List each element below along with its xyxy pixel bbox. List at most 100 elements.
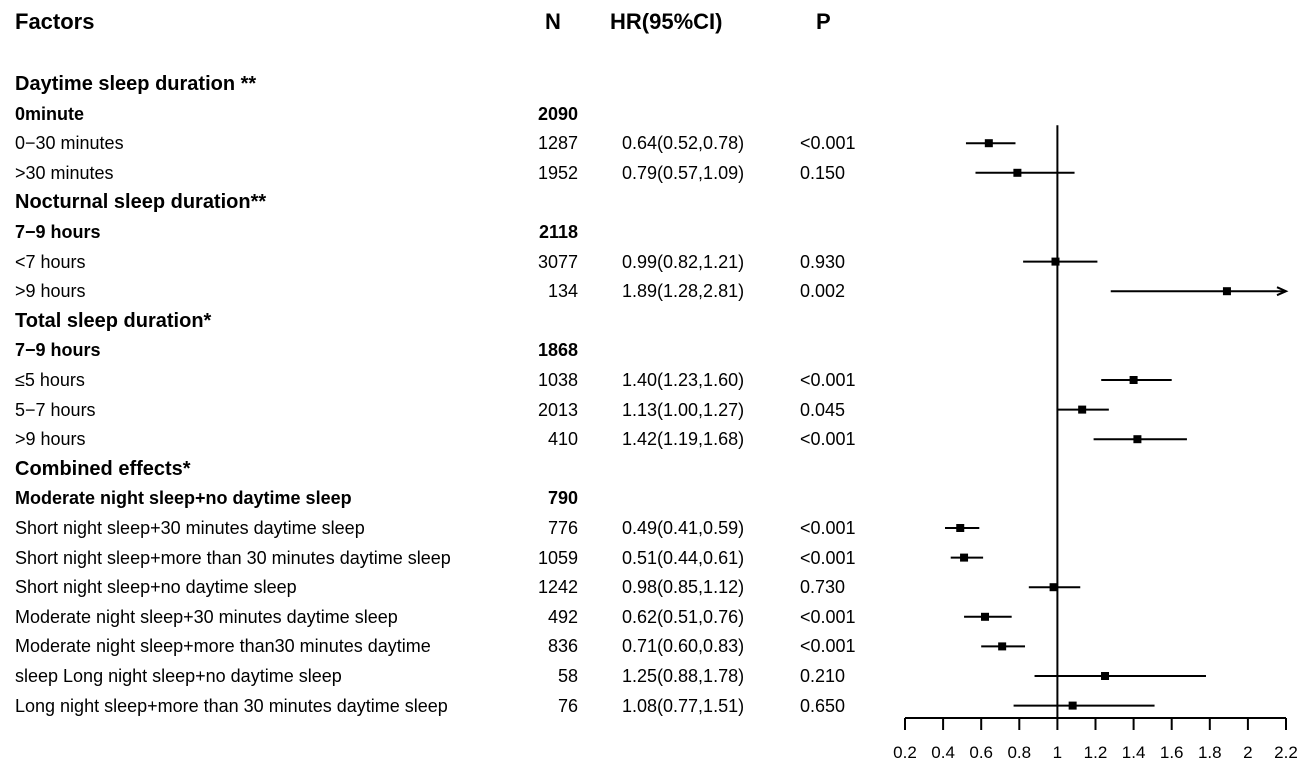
table-row: >9 hours 134 1.89(1.28,2.81) 0.002 (0, 277, 900, 305)
hr-point (960, 553, 969, 562)
factor-label: sleep Long night sleep+no daytime sleep (15, 666, 342, 686)
factor-label: Total sleep duration* (15, 309, 212, 332)
factor-label: Long night sleep+more than 30 minutes da… (15, 695, 448, 716)
hr-point (984, 139, 993, 148)
factor-label: Short night sleep+more than 30 minutes d… (15, 547, 451, 568)
factor-label: Moderate night sleep+more than30 minutes… (15, 636, 431, 657)
factor-label: Nocturnal sleep duration** (15, 191, 267, 214)
n-value: 836 (547, 636, 578, 657)
x-tick-label: 1 (1053, 743, 1062, 762)
hr-value: 1.40(1.23,1.60) (622, 370, 745, 390)
p-value: <0.001 (800, 636, 856, 657)
p-value: 0.730 (800, 577, 846, 598)
hr-value: 0.79(0.57,1.09) (622, 162, 745, 183)
p-value: <0.001 (800, 429, 856, 450)
hr-point (998, 642, 1007, 651)
hr-value: 0.99(0.82,1.21) (622, 251, 745, 272)
hr-point (1222, 287, 1231, 296)
p-value: <0.001 (800, 606, 856, 627)
n-value: 3077 (537, 251, 578, 272)
table-row: Short night sleep+no daytime sleep 1242 0.… (0, 573, 900, 601)
p-value: <0.001 (800, 547, 856, 568)
table-row: Moderate night sleep+30 minutes daytime … (0, 603, 900, 631)
factor-label: ≤5 hours (15, 370, 85, 390)
hr-value: 0.98(0.85,1.12) (622, 577, 745, 598)
ci-arrow (1276, 286, 1289, 297)
p-value: 0.002 (800, 281, 846, 302)
n-value: 1038 (537, 370, 578, 390)
n-value: 2090 (537, 103, 578, 124)
n-value: 1868 (537, 340, 578, 361)
n-value: 2013 (537, 399, 578, 420)
factor-label: Combined effects* (15, 457, 191, 480)
reference-row: 0minute 2090 (0, 100, 900, 128)
header-hr: HR(95%CI) (610, 9, 723, 34)
hr-value: 1.42(1.19,1.68) (622, 429, 745, 450)
factor-label: Daytime sleep duration ** (15, 73, 257, 95)
x-tick-label: 0.2 (893, 743, 917, 762)
hr-value: 0.49(0.41,0.59) (622, 518, 745, 538)
n-value: 790 (547, 488, 578, 509)
section-row: Nocturnal sleep duration** (0, 188, 900, 216)
hr-value: 1.89(1.28,2.81) (622, 281, 745, 302)
n-value: 492 (547, 606, 578, 627)
n-value: 58 (557, 666, 578, 686)
header-factors: Factors (15, 9, 95, 34)
n-value: 2118 (538, 222, 578, 242)
reference-row: 7−9 hours 2118 (0, 218, 900, 246)
factor-label: 7−9 hours (15, 222, 101, 242)
reference-row: 7−9 hours 1868 (0, 336, 900, 364)
header-n: N (545, 9, 561, 34)
hr-value: 1.13(1.00,1.27) (622, 399, 745, 420)
table-row: ≤5 hours 1038 1.40(1.23,1.60) <0.001 (0, 366, 900, 394)
forest-table: Factors N HR(95%CI) P Daytime sleep dura… (0, 9, 900, 716)
hr-point (1129, 376, 1138, 384)
section-row: Daytime sleep duration ** (0, 70, 900, 98)
header-p: P (816, 9, 831, 34)
n-value: 776 (547, 518, 578, 538)
factor-label: >9 hours (15, 281, 86, 302)
x-tick-label: 1.6 (1160, 743, 1184, 762)
n-value: 1059 (537, 547, 578, 568)
hr-point (956, 524, 965, 532)
hr-point (1068, 701, 1077, 710)
factor-label: Moderate night sleep+30 minutes daytime … (15, 606, 398, 627)
hr-point (1013, 168, 1022, 177)
table-row: Short night sleep+more than 30 minutes d… (0, 544, 900, 572)
x-tick-label: 1.8 (1198, 743, 1222, 762)
p-value: 0.650 (800, 695, 846, 716)
factor-label: Short night sleep+30 minutes daytime sle… (15, 518, 365, 538)
p-value: <0.001 (800, 518, 856, 538)
factor-label: Short night sleep+no daytime sleep (15, 577, 297, 598)
factor-label: 0minute (15, 103, 85, 124)
n-value: 1287 (537, 133, 578, 154)
p-value: 0.150 (800, 162, 846, 183)
hr-point (1049, 583, 1058, 592)
x-tick-label: 1.2 (1084, 743, 1108, 762)
n-value: 134 (547, 281, 578, 302)
hr-value: 0.62(0.51,0.76) (622, 606, 745, 627)
p-value: 0.210 (800, 666, 846, 686)
hr-point (1101, 672, 1110, 680)
x-tick-label: 2 (1243, 743, 1252, 762)
table-row: Moderate night sleep+more than30 minutes… (0, 632, 900, 660)
hr-value: 0.51(0.44,0.61) (622, 547, 745, 568)
table-row: >30 minutes 1952 0.79(0.57,1.09) 0.150 (0, 159, 900, 187)
hr-value: 1.25(0.88,1.78) (622, 666, 745, 686)
factor-label: 5−7 hours (15, 399, 96, 420)
table-row: sleep Long night sleep+no daytime sleep 5… (0, 662, 900, 690)
hr-point (1078, 405, 1087, 414)
table-row: 5−7 hours 2013 1.13(1.00,1.27) 0.045 (0, 396, 900, 424)
p-value: 0.930 (800, 251, 846, 272)
factor-label: Moderate night sleep+no daytime sleep (15, 488, 352, 509)
section-row: Total sleep duration* (0, 307, 900, 335)
x-tick-label: 0.6 (969, 743, 993, 762)
reference-row: Moderate night sleep+no daytime sleep 790 (0, 484, 900, 512)
hr-point (1051, 257, 1060, 266)
hr-point (981, 612, 990, 621)
factor-label: 0−30 minutes (15, 133, 124, 154)
p-value: <0.001 (800, 370, 856, 390)
p-value: <0.001 (800, 133, 856, 154)
factor-label: 7−9 hours (15, 340, 101, 361)
x-tick-label: 0.4 (931, 743, 955, 762)
